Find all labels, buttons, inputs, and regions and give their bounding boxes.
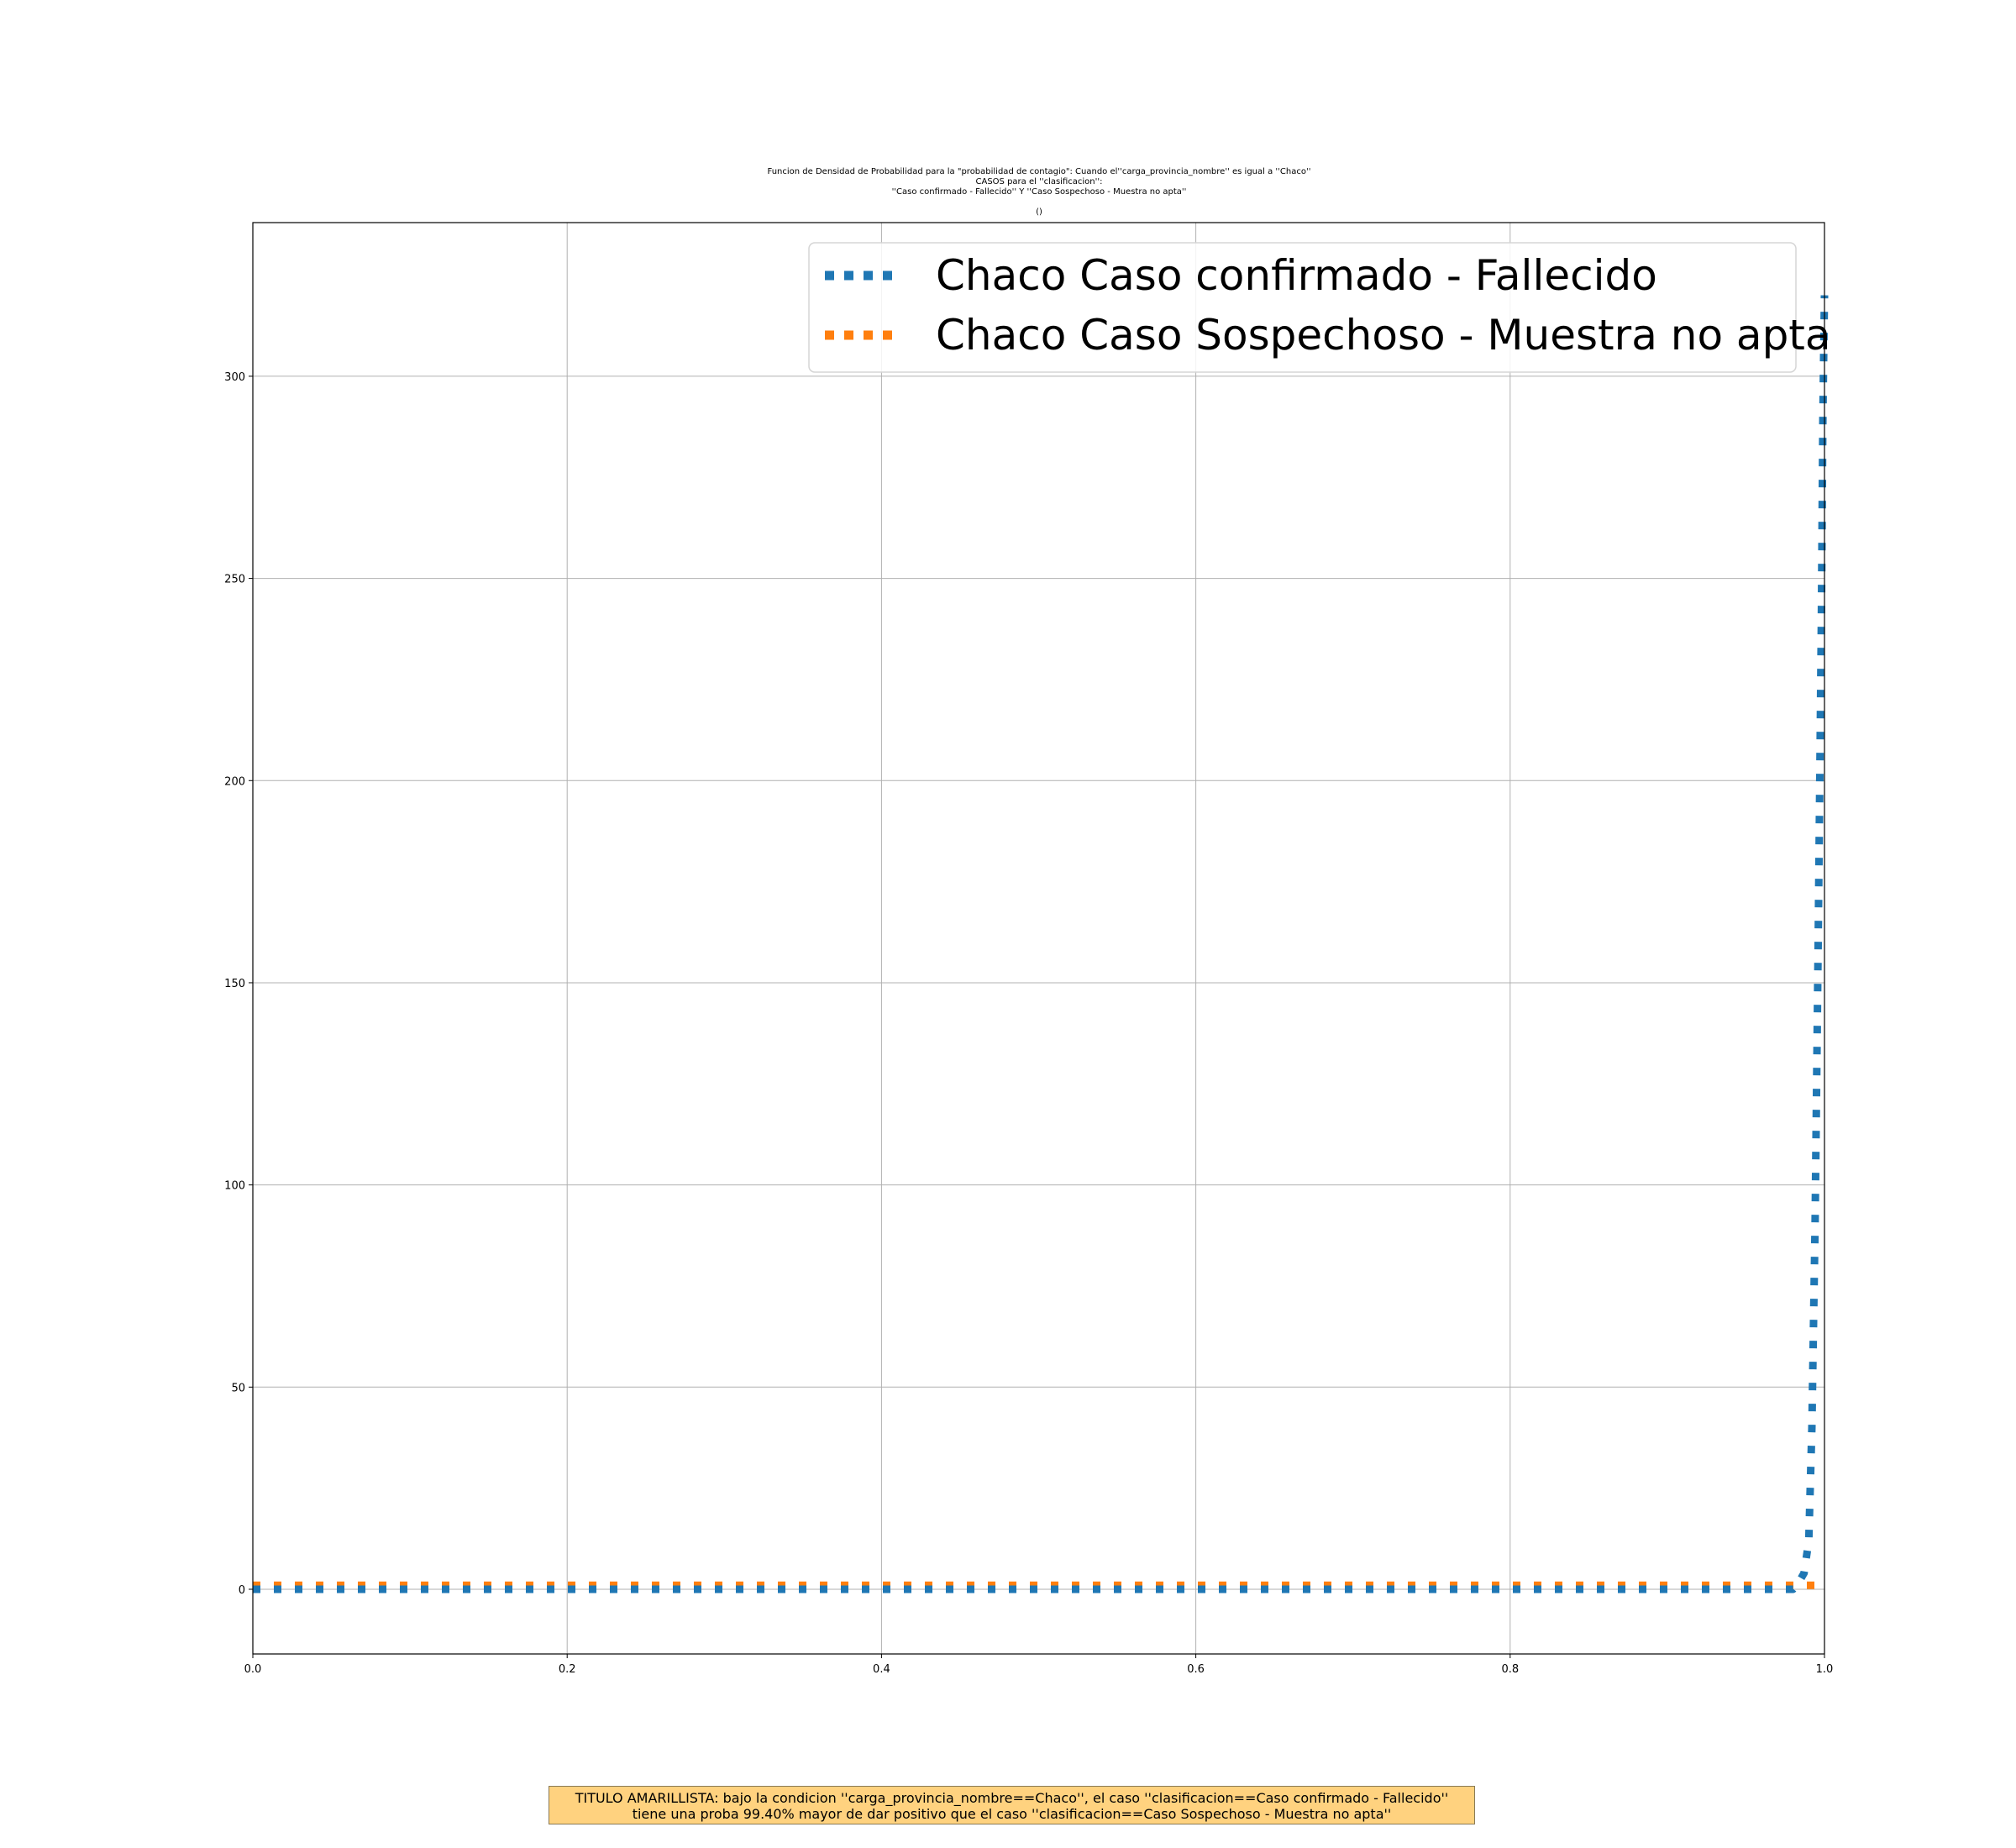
y-tick-label: 250 [224,574,245,586]
y-tick-label: 100 [224,1180,245,1193]
x-axis: 0.0 0.2 0.4 0.6 0.8 1.0 [244,1654,1834,1676]
summary-note-line-2: tiene una proba 99.40% mayor de dar posi… [632,1806,1392,1822]
x-tick-label: 0.6 [1187,1663,1205,1676]
x-tick-label: 0.8 [1501,1663,1519,1676]
summary-note-line-1: TITULO AMARILLISTA: bajo la condicion ''… [575,1790,1449,1806]
y-tick-label: 200 [224,775,245,788]
title-line-3: ''Caso confirmado - Fallecido'' Y ''Caso… [892,187,1187,197]
y-axis: 0 50 100 150 200 250 300 [224,371,253,1597]
y-tick-label: 50 [231,1382,245,1394]
x-tick-label: 1.0 [1816,1663,1834,1676]
legend-label-muestra: Chaco Caso Sospechoso - Muestra no apta [936,311,1831,360]
legend-box [808,242,1797,373]
y-tick-label: 0 [239,1584,245,1597]
chart-title: Funcion de Densidad de Probabilidad para… [768,167,1311,217]
y-tick-label: 150 [224,978,245,990]
grid [252,223,1825,1654]
legend-label-fallecido: Chaco Caso confirmado - Fallecido [936,251,1657,300]
axes-frame [252,222,1825,1655]
x-tick-label: 0.0 [244,1663,262,1676]
title-line-1: Funcion de Densidad de Probabilidad para… [768,167,1311,176]
series-line-0 [253,295,1829,1593]
plot-area [253,295,1829,1593]
x-tick-label: 0.4 [873,1663,890,1676]
title-line-4: () [1036,207,1042,217]
y-tick-label: 300 [224,371,245,384]
title-line-2: CASOS para el ''clasificacion'': [976,177,1103,186]
legend: Chaco Caso confirmado - Fallecido Chaco … [808,242,1831,373]
x-tick-label: 0.2 [559,1663,576,1676]
summary-note: TITULO AMARILLISTA: bajo la condicion ''… [549,1786,1475,1824]
